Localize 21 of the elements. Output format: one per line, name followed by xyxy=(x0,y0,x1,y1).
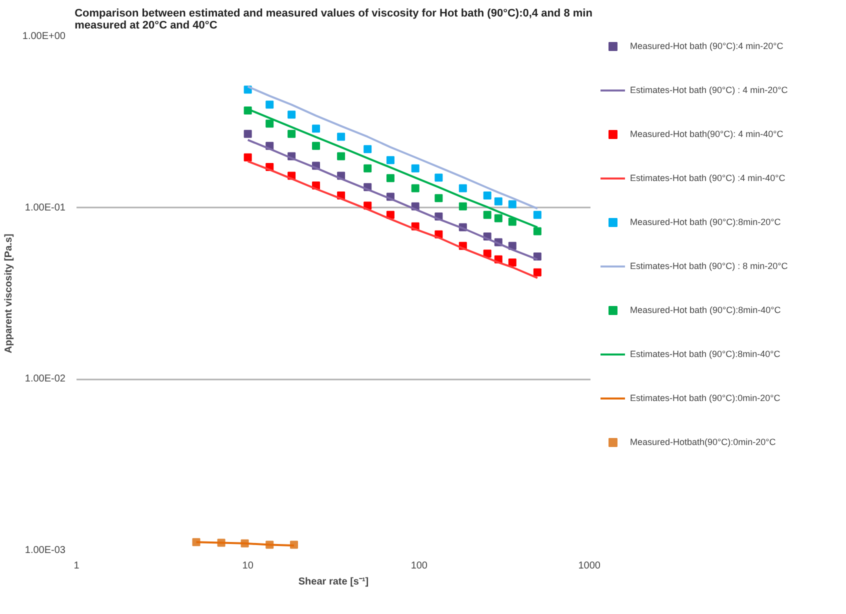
y-axis-title: Apparent viscosity [Pa.s] xyxy=(3,234,14,354)
y-tick-label: 1.00E+00 xyxy=(22,31,66,42)
legend-label: Estimates-Hot bath (90°C):0min-20°C xyxy=(630,393,780,403)
legend-label: Estimates-Hot bath (90°C):8min-40°C xyxy=(630,349,780,359)
x-tick-label: 100 xyxy=(410,560,428,572)
y-tick-label: 1.00E-03 xyxy=(24,545,66,556)
x-tick-label: 1000 xyxy=(578,560,601,572)
y-tick-label: 1.00E-02 xyxy=(24,374,66,385)
legend-label: Measured-Hotbath(90°C):0min-20°C xyxy=(630,437,776,447)
legend-label: Measured-Hot bath (90°C):8min-20°C xyxy=(630,217,781,227)
legend-label: Measured-Hot bath(90°C): 4 min-40°C xyxy=(630,129,784,139)
x-tick-label: 10 xyxy=(242,560,254,572)
legend-label: Measured-Hot bath (90°C):4 min-20°C xyxy=(630,41,784,51)
chart-title: Comparison between estimated and measured values of viscosity for Hot bath (90°C):0,4 and 8 min measured at 20°C and 40°C xyxy=(74,8,593,32)
y-tick-label: 1.00E-01 xyxy=(24,202,66,214)
legend-label: Estimates-Hot bath (90°C) : 8 min-20°C xyxy=(630,261,788,271)
x-tick-label: 1 xyxy=(74,560,80,572)
legend-label: Estimates-Hot bath (90°C) : 4 min-20°C xyxy=(630,85,788,95)
legend-label: Estimates-Hot bath (90°C) :4 min-40°C xyxy=(630,173,786,183)
x-axis-title: Shear rate [s⁻¹] xyxy=(298,576,369,588)
legend-label: Measured-Hot bath (90°C):8min-40°C xyxy=(630,305,781,315)
